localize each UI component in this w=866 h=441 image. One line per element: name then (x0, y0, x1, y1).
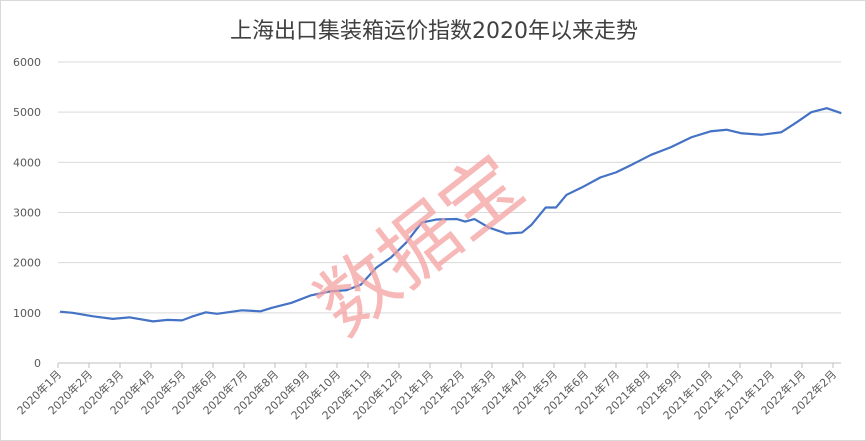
y-tick-label: 4000 (13, 156, 41, 169)
y-tick-label: 3000 (13, 207, 41, 220)
watermark: 数据宝 (300, 138, 540, 353)
y-tick-label: 2000 (13, 257, 41, 270)
y-tick-label: 6000 (13, 56, 41, 69)
y-tick-label: 5000 (13, 106, 41, 119)
chart-title: 上海出口集装箱运价指数2020年以来走势 (230, 19, 638, 44)
series-line (59, 107, 842, 323)
y-tick-label: 0 (34, 357, 41, 370)
y-tick-label: 1000 (13, 307, 41, 320)
